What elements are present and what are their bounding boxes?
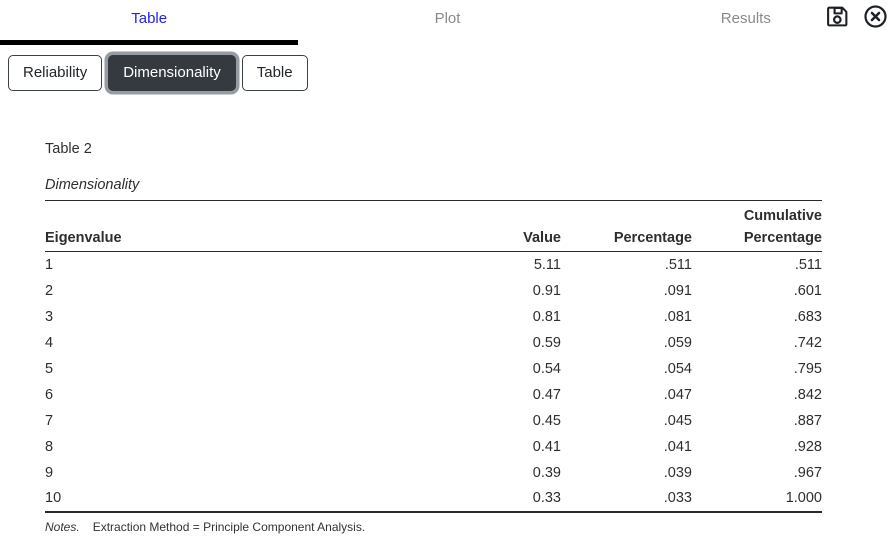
cell-value: 0.47 — [532, 386, 561, 403]
cell-eigenvalue: 2 — [45, 282, 54, 299]
cell-cumulative: .601 — [793, 282, 822, 299]
cell-eigenvalue: 4 — [45, 334, 54, 351]
cell-value: 0.59 — [532, 334, 561, 351]
table-caption: Table 2 — [45, 141, 92, 157]
cell-percentage: .054 — [663, 360, 692, 377]
table-row: 3 0.81 .081 .683 — [45, 304, 822, 330]
header-percentage: Percentage — [561, 223, 692, 252]
cell-value: 0.39 — [532, 464, 561, 481]
cell-percentage: .059 — [663, 334, 692, 351]
header-eigenvalue: Eigenvalue — [45, 223, 430, 252]
cell-percentage: .511 — [664, 256, 692, 273]
cell-cumulative: .967 — [793, 464, 822, 481]
table-notes: Notes. Extraction Method = Principle Comp… — [45, 520, 822, 534]
cell-cumulative: .842 — [793, 386, 822, 403]
cell-cumulative: .683 — [793, 308, 822, 325]
analysis-toolbar: Reliability Dimensionality Table — [8, 55, 895, 91]
report-area: Table 2 Dimensionality Cumulative Eigenv… — [45, 141, 822, 534]
cell-cumulative: .795 — [793, 360, 822, 377]
header-cumulative-percentage: Percentage — [692, 223, 822, 252]
dimensionality-table: Cumulative Eigenvalue Value Percentage P… — [45, 200, 822, 513]
cell-eigenvalue: 8 — [45, 438, 54, 455]
header-cumulative: Cumulative — [743, 207, 822, 224]
tab-table[interactable]: Table — [0, 0, 299, 45]
table-row: 8 0.41 .041 .928 — [45, 434, 822, 460]
table-row: 2 0.91 .091 .601 — [45, 278, 822, 304]
cell-cumulative: .511 — [794, 256, 822, 273]
cell-value: 0.54 — [532, 360, 561, 377]
cell-percentage: .047 — [663, 386, 692, 403]
table-row: 1 5.11 .511 .511 — [45, 252, 822, 278]
cell-percentage: .039 — [663, 464, 692, 481]
header-row-top: Cumulative — [45, 201, 822, 224]
save-icon[interactable] — [825, 4, 850, 29]
table-row: 6 0.47 .047 .842 — [45, 382, 822, 408]
tab-plot[interactable]: Plot — [298, 0, 596, 45]
cell-value: 0.45 — [532, 412, 561, 429]
tab-plot-label: Plot — [434, 10, 461, 27]
notes-label: Notes. — [45, 519, 80, 534]
tabbar-icons — [825, 4, 888, 29]
cell-percentage: .081 — [663, 308, 692, 325]
table-row: 10 0.33 .033 1.000 — [45, 486, 822, 512]
cell-eigenvalue: 10 — [45, 490, 62, 506]
cell-percentage: .091 — [663, 282, 692, 299]
cell-eigenvalue: 7 — [45, 412, 54, 429]
cell-value: 0.81 — [532, 308, 561, 325]
table-row: 5 0.54 .054 .795 — [45, 356, 822, 382]
cell-percentage: .045 — [663, 412, 692, 429]
cell-cumulative: 1.000 — [785, 490, 822, 506]
cell-cumulative: .887 — [793, 412, 822, 429]
cell-value: 5.11 — [533, 256, 561, 273]
table-row: 7 0.45 .045 .887 — [45, 408, 822, 434]
table-body: 1 5.11 .511 .511 2 0.91 .091 .601 3 0.81… — [45, 252, 822, 512]
header-value: Value — [430, 223, 561, 252]
cell-value: 0.33 — [532, 490, 561, 506]
cell-percentage: .033 — [663, 490, 692, 506]
cell-value: 0.91 — [532, 282, 561, 299]
tab-results[interactable]: Results — [597, 0, 895, 45]
cell-eigenvalue: 6 — [45, 386, 54, 403]
table-row: 4 0.59 .059 .742 — [45, 330, 822, 356]
tab-results-label: Results — [720, 10, 771, 27]
table-button[interactable]: Table — [241, 55, 308, 91]
cell-eigenvalue: 3 — [45, 308, 54, 325]
tab-bar: Table Plot Results — [0, 0, 895, 45]
table-row: 9 0.39 .039 .967 — [45, 460, 822, 486]
close-icon[interactable] — [863, 4, 888, 29]
reliability-button[interactable]: Reliability — [8, 55, 103, 91]
notes-text: Extraction Method = Principle Component … — [92, 519, 366, 534]
table-title: Dimensionality — [45, 177, 140, 193]
cell-eigenvalue: 5 — [45, 360, 54, 377]
cell-eigenvalue: 1 — [45, 256, 54, 273]
dimensionality-button[interactable]: Dimensionality — [108, 55, 236, 91]
cell-value: 0.41 — [532, 438, 561, 455]
cell-eigenvalue: 9 — [45, 464, 54, 481]
cell-cumulative: .928 — [793, 438, 822, 455]
cell-percentage: .041 — [663, 438, 692, 455]
cell-cumulative: .742 — [793, 334, 822, 351]
tab-table-label: Table — [131, 10, 168, 27]
header-row-bottom: Eigenvalue Value Percentage Percentage — [45, 223, 822, 252]
